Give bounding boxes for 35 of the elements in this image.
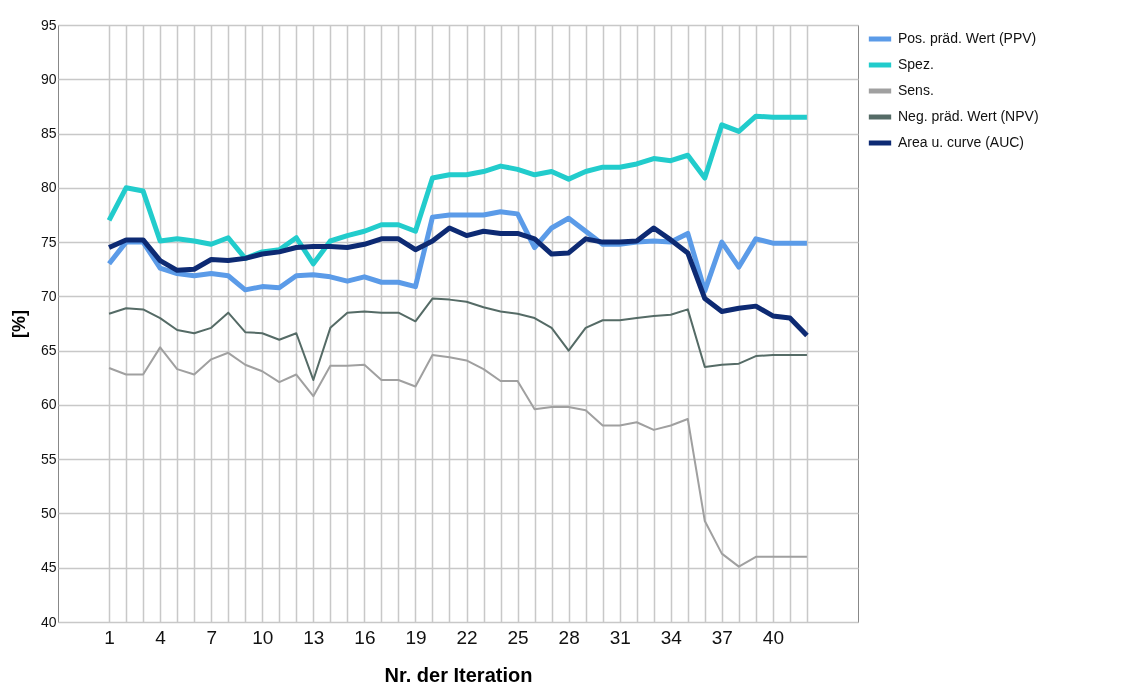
y-axis-title: [%] [8,310,29,338]
line-series [108,346,808,568]
legend-label: Sens. [898,82,934,98]
y-tick-label: 45 [40,559,57,576]
legend-label: Area u. curve (AUC) [898,134,1025,150]
x-tick-label: 19 [405,626,427,648]
legend-label: Pos. präd. Wert (PPV) [898,30,1037,46]
x-tick-label: 13 [303,626,325,648]
x-tick-label: 37 [711,626,733,648]
x-tick-label: 34 [660,626,683,648]
x-tick-label: 28 [558,626,580,648]
x-tick-label: 16 [354,626,376,648]
y-tick-label: 90 [40,70,57,87]
y-tick-label: 85 [40,125,57,142]
x-tick-label: 4 [155,626,167,648]
y-tick-label: 65 [40,342,57,359]
x-tick-label: 25 [507,626,529,648]
x-tick-label: 31 [609,626,631,648]
y-tick-label: 80 [40,179,57,196]
y-tick-label: 70 [40,287,57,304]
y-tick-label: 50 [40,504,57,521]
y-tick-label: 40 [40,613,57,630]
x-tick-label: 1 [104,626,115,648]
y-tick-label: 60 [40,396,57,413]
line-series [108,297,808,381]
y-tick-label: 55 [40,450,57,467]
x-tick-label: 40 [762,626,784,648]
legend-label: Spez. [898,56,934,72]
x-tick-label: 7 [206,626,217,648]
x-tick-label: 10 [252,626,274,648]
legend-label: Neg. präd. Wert (NPV) [898,108,1039,124]
x-tick-label: 22 [456,626,478,648]
y-tick-label: 95 [40,16,57,33]
x-axis-title: Nr. der Iteration [384,663,533,686]
y-tick-label: 75 [40,233,57,250]
